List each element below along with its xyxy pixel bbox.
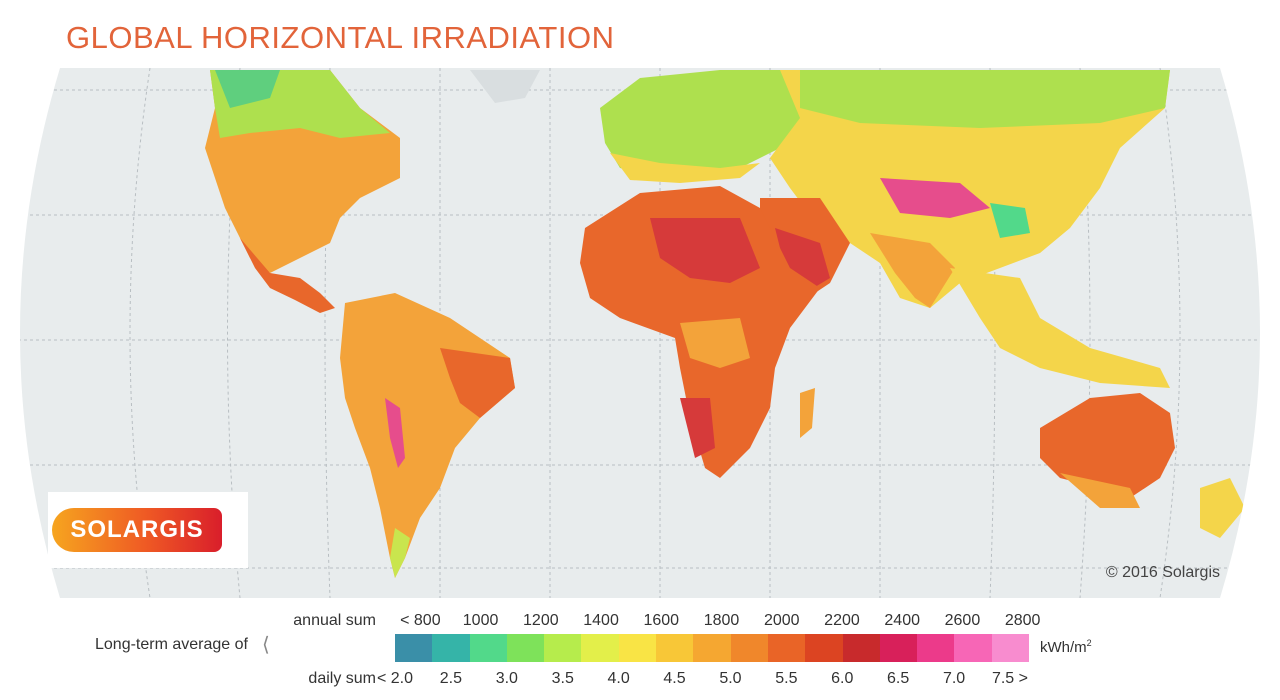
- annual-tick-label: 1000: [462, 612, 499, 629]
- australia-south: [1060, 473, 1140, 508]
- legend-swatch: [581, 634, 619, 662]
- legend-swatch: [395, 634, 433, 662]
- legend-swatch: [618, 634, 657, 662]
- legend-swatch: [506, 634, 545, 662]
- arabia-hot: [775, 228, 830, 293]
- india: [870, 233, 955, 308]
- madagascar: [800, 388, 815, 438]
- daily-tick-label: 5.5: [775, 670, 798, 687]
- new-zealand: [1200, 478, 1245, 538]
- annual-tick-label: < 800: [400, 612, 441, 629]
- daily-tick-label: < 2.0: [376, 670, 414, 687]
- annual-tick-label: 2400: [884, 612, 920, 629]
- legend-swatch: [805, 634, 843, 662]
- unit-label: kWh/m2: [1040, 638, 1092, 656]
- canada-cool: [215, 70, 280, 108]
- legend-swatch: [991, 634, 1030, 662]
- daily-tick-label: 4.0: [607, 670, 630, 687]
- tibet: [880, 178, 990, 218]
- daily-tick-label: 4.5: [663, 670, 686, 687]
- legend-swatch: [730, 634, 768, 662]
- mexico-central-america: [240, 238, 335, 313]
- legend-swatch: [917, 634, 955, 662]
- daily-tick-label: 6.0: [831, 670, 854, 687]
- annual-tick-label: 2000: [763, 612, 800, 629]
- legend-swatch: [879, 634, 918, 662]
- daily-tick-label: 2.5: [439, 670, 463, 687]
- daily-sum-label: daily sum: [308, 670, 376, 687]
- southeast-asia: [950, 268, 1170, 388]
- color-scale: [395, 634, 1030, 662]
- legend-swatch: [767, 634, 806, 662]
- legend-swatch: [693, 634, 731, 662]
- sichuan-basin: [990, 203, 1030, 238]
- annual-tick-label: 2600: [944, 612, 981, 629]
- daily-tick-label: 7.5 >: [991, 670, 1028, 687]
- annual-sum-label: annual sum: [293, 612, 376, 629]
- unit-sup: 2: [1086, 638, 1092, 648]
- europe: [600, 70, 820, 178]
- copyright-notice: © 2016 Solargis: [1105, 564, 1220, 581]
- legend-swatch: [469, 634, 507, 662]
- annual-tick-label: 2200: [824, 612, 860, 629]
- namibia-hot: [680, 398, 715, 458]
- asia: [770, 70, 1170, 308]
- map-title: GLOBAL HORIZONTAL IRRADIATION: [66, 20, 615, 55]
- daily-tick-label: 5.0: [719, 670, 742, 687]
- annual-tick-label: 1200: [523, 612, 559, 629]
- annual-tick-label: 1400: [583, 612, 619, 629]
- legend-swatch: [432, 634, 470, 662]
- annual-tick-label: 1800: [703, 612, 740, 629]
- sahara-hot: [650, 218, 760, 283]
- long-term-label: Long-term average of: [95, 636, 248, 653]
- daily-tick-label: 7.0: [942, 670, 966, 687]
- unit-main: kWh/m: [1040, 639, 1087, 656]
- legend-swatch: [656, 634, 694, 662]
- bracket-icon: ⟨: [262, 634, 270, 656]
- daily-tick-label: 6.5: [887, 670, 910, 687]
- legend-swatch: [954, 634, 992, 662]
- solargis-logo: SOLARGIS: [52, 508, 222, 552]
- annual-tick-label: 2800: [1004, 612, 1041, 629]
- legend-swatch: [544, 634, 582, 662]
- daily-tick-label: 3.0: [495, 670, 518, 687]
- legend-swatch: [842, 634, 880, 662]
- europe-south: [610, 153, 760, 183]
- annual-tick-label: 1600: [643, 612, 680, 629]
- greenland: [470, 70, 540, 103]
- brazil-east: [440, 348, 515, 418]
- central-africa: [680, 318, 750, 368]
- atacama-extreme: [385, 398, 405, 468]
- australia: [1040, 393, 1175, 498]
- patagonia: [390, 528, 410, 578]
- daily-tick-label: 3.5: [551, 670, 574, 687]
- siberia: [800, 70, 1170, 128]
